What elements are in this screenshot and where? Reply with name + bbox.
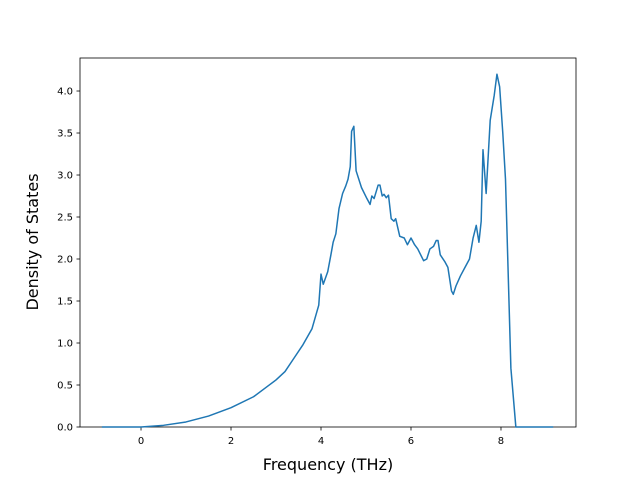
x-axis-label: Frequency (THz): [263, 455, 393, 474]
x-tick-label: 2: [228, 436, 234, 447]
y-tick-label: 2.0: [57, 255, 73, 266]
y-tick-label: 1.0: [57, 339, 73, 350]
y-axis-label: Density of States: [23, 173, 42, 310]
y-tick-label: 3.0: [57, 171, 73, 182]
y-tick-label: 1.5: [57, 297, 73, 308]
y-tick-label: 0.0: [57, 423, 73, 434]
data-line: [101, 73, 554, 428]
x-tick-label: 6: [408, 436, 414, 447]
x-tick-label: 0: [138, 436, 144, 447]
y-tick-label: 3.5: [57, 129, 73, 140]
x-tick-label: 8: [498, 436, 504, 447]
plot-frame: [79, 57, 577, 428]
y-tick-label: 4.0: [57, 87, 73, 98]
y-tick-label: 2.5: [57, 213, 73, 224]
x-tick-label: 4: [318, 436, 324, 447]
y-tick-label: 0.5: [57, 381, 73, 392]
